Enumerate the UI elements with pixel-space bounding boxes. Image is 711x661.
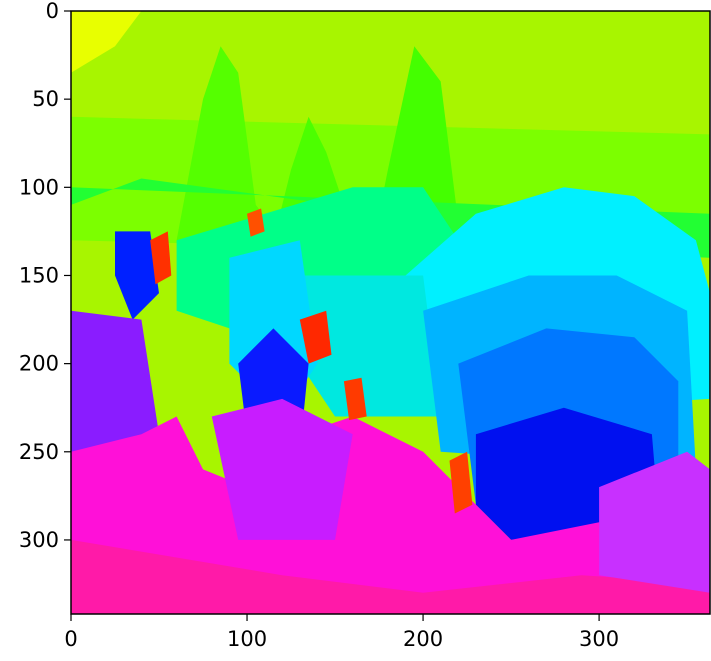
region-magenta-main <box>71 416 710 614</box>
x-tick-label: 200 <box>403 627 443 651</box>
region-pink-bottom <box>71 539 710 614</box>
x-tick-label: 300 <box>579 627 619 651</box>
region-red-speck-3 <box>299 310 332 364</box>
y-tick-label: 0 <box>46 0 59 23</box>
x-axis: 0 100 200 300 <box>64 614 619 651</box>
y-tick-label: 250 <box>19 440 59 464</box>
y-tick-label: 50 <box>32 87 59 111</box>
y-tick-label: 150 <box>19 263 59 287</box>
x-tick-label: 100 <box>227 627 267 651</box>
y-tick-label: 300 <box>19 528 59 552</box>
region-purple-right <box>599 451 710 593</box>
region-red-speck-4 <box>343 377 367 421</box>
y-tick-label: 200 <box>19 352 59 376</box>
region-blue-left-notch <box>115 231 159 320</box>
y-axis: 0 50 100 150 200 250 300 <box>19 0 71 552</box>
x-tick-label: 0 <box>64 627 77 651</box>
region-red-speck-1 <box>150 231 172 285</box>
region-yellow-corner <box>71 11 142 73</box>
heatmap-image <box>71 11 710 614</box>
plot-frame <box>70 10 711 615</box>
region-red-speck-2 <box>247 208 265 237</box>
region-red-speck-5 <box>449 451 473 514</box>
region-mid-cyan <box>299 275 441 417</box>
y-tick-label: 100 <box>19 175 59 199</box>
region-purple-patch <box>211 398 353 540</box>
